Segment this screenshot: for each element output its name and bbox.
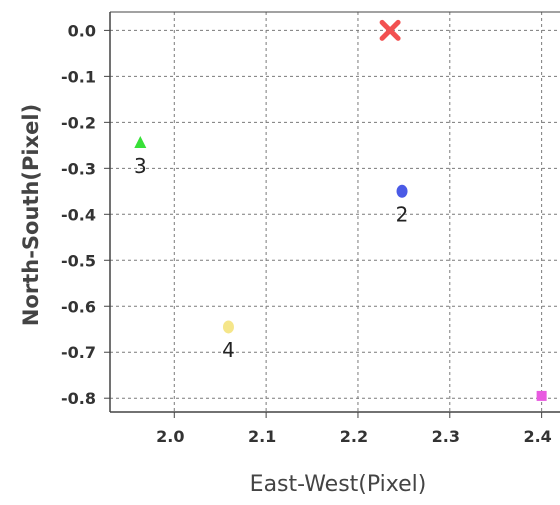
point-marker-square: [536, 390, 547, 401]
x-tick-label: 2.0: [156, 427, 184, 446]
x-tick-label: 2.3: [432, 427, 460, 446]
point-label: 2: [396, 202, 409, 226]
y-tick-label: -0.6: [61, 297, 96, 316]
point-marker-x: [379, 19, 401, 41]
marker-stroke: [379, 19, 401, 41]
y-tick-label: -0.1: [61, 67, 96, 86]
x-tick-label: 2.1: [248, 427, 276, 446]
y-tick-label: -0.3: [61, 159, 96, 178]
x-tick-label: 2.2: [340, 427, 368, 446]
grid-lines: [110, 12, 560, 412]
x-tick-label: 2.4: [523, 427, 551, 446]
point-marker-circle: [222, 320, 234, 334]
y-tick-label: -0.8: [61, 389, 96, 408]
tick-labels: 2.0 2.1 2.2 2.3 2.4 0.0 -0.1 -0.2 -0.3 -0.4 -0.5 -0…: [61, 21, 552, 446]
axis-labels: East-West(Pixel) North-South(Pixel): [19, 104, 426, 497]
point-marker-triangle: [134, 136, 147, 149]
point-label: 4: [222, 338, 235, 362]
y-tick-label: -0.7: [61, 343, 96, 362]
x-axis-label: East-West(Pixel): [250, 472, 427, 497]
point-label: 3: [134, 154, 147, 178]
y-tick-label: -0.5: [61, 251, 96, 270]
y-axis-label: North-South(Pixel): [19, 104, 43, 326]
y-tick-label: 0.0: [68, 21, 96, 40]
axes: [104, 11, 560, 418]
y-tick-label: -0.4: [61, 205, 96, 224]
y-tick-label: -0.2: [61, 113, 96, 132]
point-marker-circle: [396, 184, 408, 198]
data-points: 2 3 4: [134, 19, 547, 401]
